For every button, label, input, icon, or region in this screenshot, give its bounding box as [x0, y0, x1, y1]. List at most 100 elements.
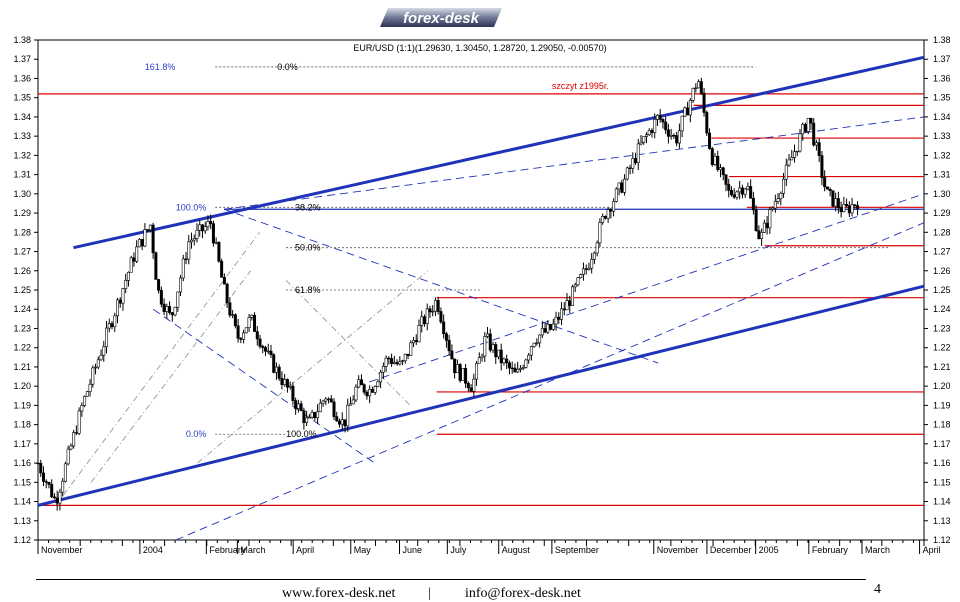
candle-body	[644, 134, 648, 137]
candle-body	[88, 383, 92, 392]
candle-body	[233, 314, 237, 327]
candle-body	[63, 463, 67, 482]
candle-body	[340, 419, 344, 425]
candle-body	[486, 333, 490, 337]
candle-body	[91, 367, 95, 385]
candle-body	[686, 107, 690, 116]
candle-body	[856, 205, 860, 210]
candle-body	[568, 300, 572, 306]
candle-body	[628, 167, 632, 169]
y-tick-label: 1.31	[13, 170, 31, 180]
candle-body	[562, 308, 566, 311]
candle-body	[461, 368, 465, 381]
candle-body	[310, 412, 314, 418]
construction-line	[285, 280, 411, 406]
candle-body	[184, 258, 188, 260]
candle-body	[362, 384, 366, 393]
candle-body	[691, 88, 695, 101]
candle-body	[661, 119, 665, 123]
dashed-trend-line	[223, 208, 659, 364]
candle-body	[617, 182, 621, 190]
candle-body	[576, 277, 580, 286]
candle-body	[507, 362, 511, 369]
candle-body	[414, 340, 418, 343]
x-tick-label: April	[296, 545, 314, 555]
candle-body	[464, 368, 468, 384]
candle-body	[820, 155, 824, 178]
candle-body	[170, 312, 174, 316]
candle-body	[828, 189, 832, 191]
candle-body	[102, 346, 106, 356]
y-tick-label: 1.21	[933, 362, 951, 372]
candle-body	[148, 224, 152, 231]
candle-body	[535, 342, 539, 344]
construction-line	[197, 270, 429, 464]
candle-body	[285, 379, 289, 388]
candle-body	[499, 349, 503, 364]
fibonacci-label: 50.0%	[295, 243, 321, 253]
candle-body	[85, 391, 89, 397]
candle-body	[36, 462, 40, 465]
candle-body	[790, 157, 794, 161]
candle-body	[381, 366, 385, 373]
candle-body	[332, 401, 336, 417]
candle-body	[55, 497, 59, 504]
candle-body	[217, 242, 221, 262]
candle-body	[694, 87, 698, 90]
x-tick-label: February	[812, 545, 849, 555]
candle-body	[359, 379, 363, 385]
candle-body	[527, 354, 531, 361]
candle-body	[348, 403, 352, 406]
candle-body	[387, 357, 391, 360]
candle-body	[746, 186, 750, 190]
candle-body	[521, 367, 525, 369]
candle-body	[137, 239, 141, 248]
candle-body	[379, 371, 383, 383]
candle-body	[658, 114, 662, 120]
candle-body	[801, 124, 805, 135]
y-tick-label: 1.37	[13, 54, 31, 64]
candle-body	[634, 158, 638, 163]
candle-body	[650, 130, 654, 133]
candle-body	[664, 121, 668, 131]
candle-body	[683, 107, 687, 117]
candle-body	[44, 481, 48, 483]
candle-body	[540, 328, 544, 336]
candle-body	[494, 344, 498, 358]
y-tick-label: 1.34	[13, 112, 31, 122]
x-tick-label: August	[502, 545, 531, 555]
y-tick-label: 1.35	[933, 93, 951, 103]
chart-title: EUR/USD (1:1)(1.29630, 1.30450, 1.28720,…	[353, 43, 606, 53]
candle-body	[343, 419, 347, 427]
candle-body	[231, 314, 235, 316]
candle-body	[406, 353, 410, 356]
candle-body	[847, 205, 851, 214]
y-tick-label: 1.12	[13, 535, 31, 545]
candle-body	[113, 315, 117, 328]
footer-email-link[interactable]: info@forex-desk.net	[465, 586, 581, 601]
candle-body	[442, 321, 446, 335]
x-tick-label: November	[41, 545, 83, 555]
candle-body	[601, 216, 605, 223]
candle-body	[39, 462, 43, 474]
fibonacci-label: 100.0%	[176, 202, 207, 212]
candle-body	[368, 389, 372, 397]
y-tick-label: 1.20	[933, 381, 951, 391]
candle-body	[598, 222, 602, 244]
candle-body	[450, 350, 454, 360]
forex-desk-logo: forex-desk	[380, 8, 502, 27]
candle-body	[524, 359, 528, 368]
y-tick-label: 1.16	[13, 458, 31, 468]
x-tick-label: May	[354, 545, 372, 555]
footer-website-link[interactable]: www.forex-desk.net	[282, 586, 396, 601]
candle-body	[812, 122, 816, 146]
annotation-1995-high: szczyt z1995r.	[552, 81, 609, 91]
candle-body	[200, 224, 204, 232]
candle-body	[135, 246, 139, 262]
candle-body	[346, 404, 350, 427]
candle-body	[296, 403, 300, 409]
y-tick-label: 1.15	[13, 477, 31, 487]
candle-body	[203, 226, 207, 232]
fibonacci-label: 100.0%	[286, 429, 317, 439]
candle-body	[765, 222, 769, 229]
